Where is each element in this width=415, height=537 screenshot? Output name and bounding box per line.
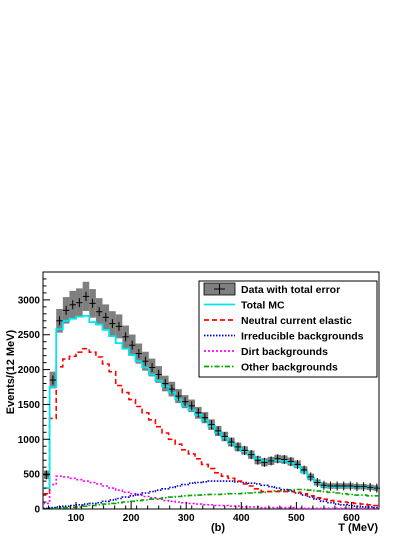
axes: 100 200 300 400 500 600 0 500 1000 1500 2000 2500 30…	[18, 278, 380, 524]
data-point	[294, 459, 301, 469]
y-tick-label: 2500	[18, 330, 41, 341]
data-point	[135, 349, 143, 359]
series-other-backgrounds	[43, 488, 379, 510]
series-dirt-backgrounds	[43, 475, 379, 510]
y-tick-label: 3000	[18, 295, 41, 306]
data-point	[62, 305, 70, 315]
x-axis-title: T (MeV)	[338, 522, 378, 534]
data-point	[188, 401, 195, 411]
data-point	[281, 455, 288, 465]
data-point	[175, 391, 182, 401]
legend-label: Irreducible backgrounds	[241, 331, 364, 343]
series-layer	[43, 315, 379, 510]
data-point	[254, 455, 262, 465]
data-point	[307, 472, 314, 482]
data-point	[43, 470, 50, 480]
data-point	[122, 332, 129, 342]
data-point	[221, 432, 228, 442]
data-point	[129, 340, 136, 350]
legend-entry: Total MC	[204, 300, 285, 312]
legend-entry: Dirt backgrounds	[204, 346, 328, 358]
data-point	[162, 379, 169, 389]
data-point	[327, 481, 334, 491]
data-point	[142, 356, 149, 366]
data-point	[214, 426, 222, 436]
data-point	[49, 375, 57, 385]
y-tick-label: 1000	[18, 435, 41, 446]
data-points-layer	[43, 291, 380, 493]
data-point	[261, 457, 268, 467]
data-point	[95, 307, 103, 317]
legend-label: Other backgrounds	[241, 362, 338, 374]
legend: Data with total error Total MC Neutral cur…	[198, 280, 378, 378]
data-point	[109, 319, 116, 329]
data-point	[181, 397, 189, 407]
data-point	[195, 408, 202, 418]
data-point	[69, 300, 76, 310]
data-point	[287, 457, 295, 467]
series-irreducible-backgrounds	[43, 480, 379, 510]
data-point	[320, 480, 328, 490]
data-point	[274, 454, 281, 464]
data-point	[360, 482, 367, 492]
data-point	[267, 456, 275, 466]
data-point	[89, 298, 96, 308]
data-point	[234, 442, 242, 452]
legend-entry: Data with total error	[203, 282, 340, 296]
x-tick-label: 200	[123, 513, 140, 524]
data-point	[248, 450, 255, 460]
data-point	[340, 481, 347, 491]
data-point	[366, 482, 374, 492]
legend-label: Neutral current elastic	[241, 315, 352, 327]
data-point	[347, 481, 354, 491]
x-tick-label: 600	[343, 513, 360, 524]
data-point	[314, 478, 321, 488]
y-tick-label: 2000	[18, 365, 41, 376]
data-point	[241, 445, 248, 455]
data-point	[208, 420, 215, 430]
data-point	[56, 316, 63, 326]
data-point	[201, 413, 209, 423]
data-point	[102, 312, 109, 322]
data-point	[373, 483, 380, 493]
x-tick-label: 300	[178, 513, 195, 524]
data-point	[148, 362, 156, 372]
x-tick-label: 500	[288, 513, 305, 524]
data-point	[168, 384, 176, 394]
data-point	[353, 482, 361, 492]
x-tick-label: 400	[233, 513, 250, 524]
data-point	[115, 321, 123, 331]
legend-box	[198, 280, 378, 378]
legend-entry: Other backgrounds	[204, 362, 338, 374]
legend-entry: Neutral current elastic	[204, 315, 352, 327]
legend-label: Total MC	[241, 300, 285, 312]
data-point	[76, 298, 83, 308]
data-point	[333, 481, 341, 491]
panel-label: (b)	[211, 522, 225, 534]
x-tick-label: 100	[68, 513, 85, 524]
y-tick-label: 0	[34, 505, 40, 516]
series-neutral-current-elastic	[43, 347, 379, 507]
y-axis-title: Events/(12 MeV)	[5, 329, 17, 414]
y-tick-label: 500	[23, 470, 40, 481]
series-total-mc	[43, 315, 379, 489]
data-point	[155, 369, 162, 379]
legend-label: Dirt backgrounds	[241, 346, 328, 358]
data-point	[300, 465, 308, 475]
y-tick-label: 1500	[18, 400, 41, 411]
legend-entry: Irreducible backgrounds	[204, 331, 364, 343]
data-point	[228, 437, 235, 447]
data-point	[82, 291, 90, 301]
legend-label: Data with total error	[241, 284, 340, 296]
